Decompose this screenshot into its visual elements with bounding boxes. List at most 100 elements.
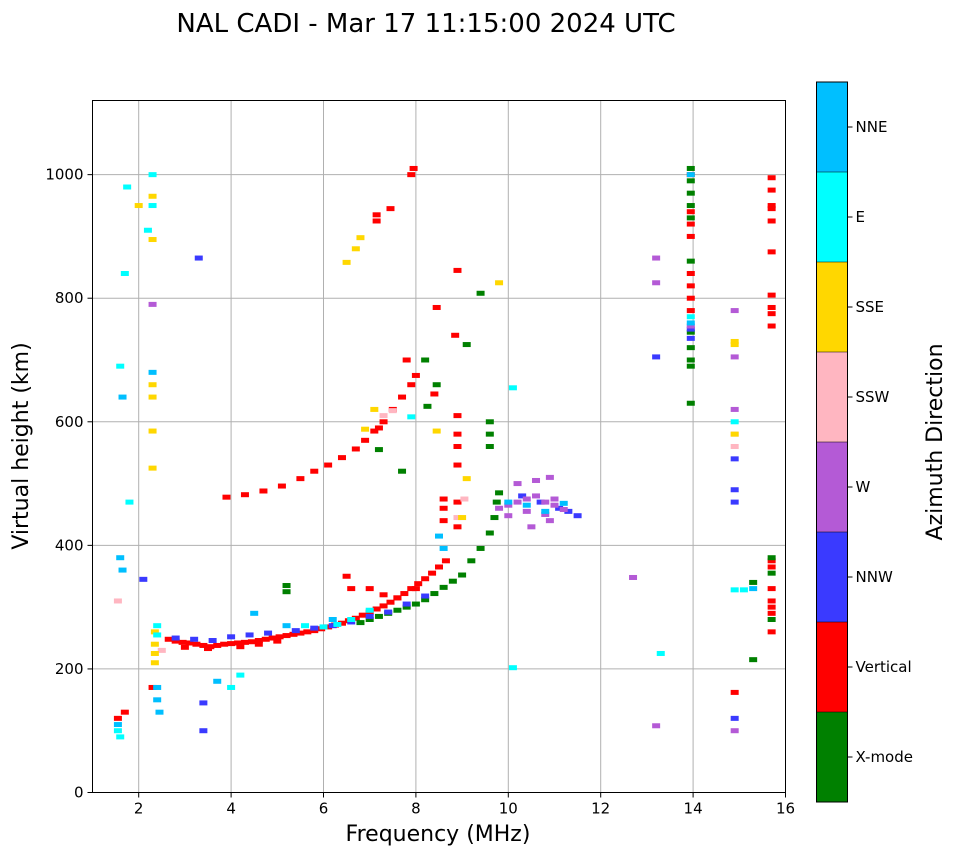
data-points	[113, 165, 776, 740]
data-point	[730, 715, 739, 721]
data-point	[485, 431, 494, 437]
data-point	[113, 722, 122, 728]
data-point	[393, 607, 402, 613]
chart-title: NAL CADI - Mar 17 11:15:00 2024 UTC	[176, 9, 675, 39]
data-point	[453, 413, 462, 419]
data-point	[365, 586, 374, 592]
data-point	[351, 615, 360, 621]
data-point	[559, 507, 568, 513]
data-point	[361, 426, 370, 432]
data-point	[767, 558, 776, 564]
data-point	[365, 613, 374, 619]
data-point	[730, 728, 739, 734]
data-point	[453, 524, 462, 530]
data-point	[441, 558, 450, 564]
data-point	[328, 617, 337, 622]
data-point	[148, 382, 157, 388]
data-point	[686, 178, 695, 184]
data-point	[301, 623, 310, 629]
data-point	[264, 630, 273, 636]
data-point	[485, 530, 494, 536]
colorbar-label-e: E	[856, 208, 865, 226]
data-point	[730, 419, 739, 425]
data-point	[686, 221, 695, 227]
data-point	[527, 524, 536, 530]
data-point	[194, 255, 203, 261]
colorbar-segment	[816, 532, 848, 622]
data-point	[421, 597, 430, 603]
data-point	[767, 292, 776, 298]
x-tick-label: 16	[776, 800, 795, 818]
data-point	[153, 623, 162, 629]
data-point	[120, 271, 129, 276]
colorbar-label-x-mode: X-mode	[856, 748, 913, 766]
data-point	[254, 641, 263, 647]
data-point	[157, 647, 166, 653]
data-point	[730, 338, 739, 344]
data-point	[365, 617, 374, 622]
data-point	[178, 639, 187, 645]
data-point	[337, 455, 346, 461]
data-point	[749, 586, 758, 592]
data-point	[153, 684, 162, 690]
data-point	[411, 586, 420, 592]
y-tick-label: 600	[55, 413, 84, 431]
data-point	[767, 175, 776, 181]
data-point	[656, 650, 665, 656]
data-point	[439, 496, 448, 502]
data-point	[564, 508, 573, 514]
data-point	[402, 357, 411, 363]
data-point	[199, 700, 208, 706]
x-tick-label: 4	[226, 800, 236, 818]
data-point	[150, 641, 159, 647]
colorbar-segment	[816, 172, 848, 262]
data-point	[379, 413, 388, 419]
data-point	[541, 499, 550, 505]
data-point	[767, 323, 776, 329]
data-point	[767, 586, 776, 592]
data-point	[541, 511, 550, 517]
data-point	[767, 311, 776, 317]
data-point	[411, 601, 420, 607]
data-point	[432, 382, 441, 388]
data-point	[398, 394, 407, 400]
data-point	[282, 589, 291, 595]
data-point	[148, 465, 157, 471]
data-point	[150, 660, 159, 666]
grid	[92, 100, 786, 793]
data-point	[155, 709, 164, 715]
data-point	[555, 505, 564, 511]
data-point	[148, 428, 157, 434]
data-point	[148, 193, 157, 199]
data-point	[254, 638, 263, 644]
data-point	[409, 165, 418, 171]
data-point	[324, 624, 333, 630]
data-point	[351, 246, 360, 252]
series-nnw	[139, 255, 739, 734]
data-point	[148, 301, 157, 307]
data-point	[462, 342, 471, 348]
data-point	[204, 646, 212, 652]
data-point	[536, 499, 545, 505]
data-point	[356, 620, 365, 626]
data-point	[513, 481, 522, 487]
data-point	[148, 394, 157, 400]
y-tick-label: 0	[74, 784, 84, 802]
plot-frame	[92, 100, 786, 793]
data-point	[686, 165, 695, 171]
data-point	[407, 172, 416, 178]
data-point	[324, 462, 333, 468]
data-point	[559, 500, 568, 506]
data-point	[143, 227, 152, 233]
data-point	[113, 728, 122, 734]
data-point	[250, 610, 259, 616]
data-point	[185, 640, 194, 646]
data-point	[356, 235, 365, 241]
data-point	[686, 172, 695, 178]
data-point	[402, 601, 411, 607]
data-point	[402, 604, 411, 610]
data-point	[504, 502, 513, 508]
data-point	[199, 642, 208, 648]
data-point	[247, 639, 256, 645]
data-point	[113, 715, 122, 721]
